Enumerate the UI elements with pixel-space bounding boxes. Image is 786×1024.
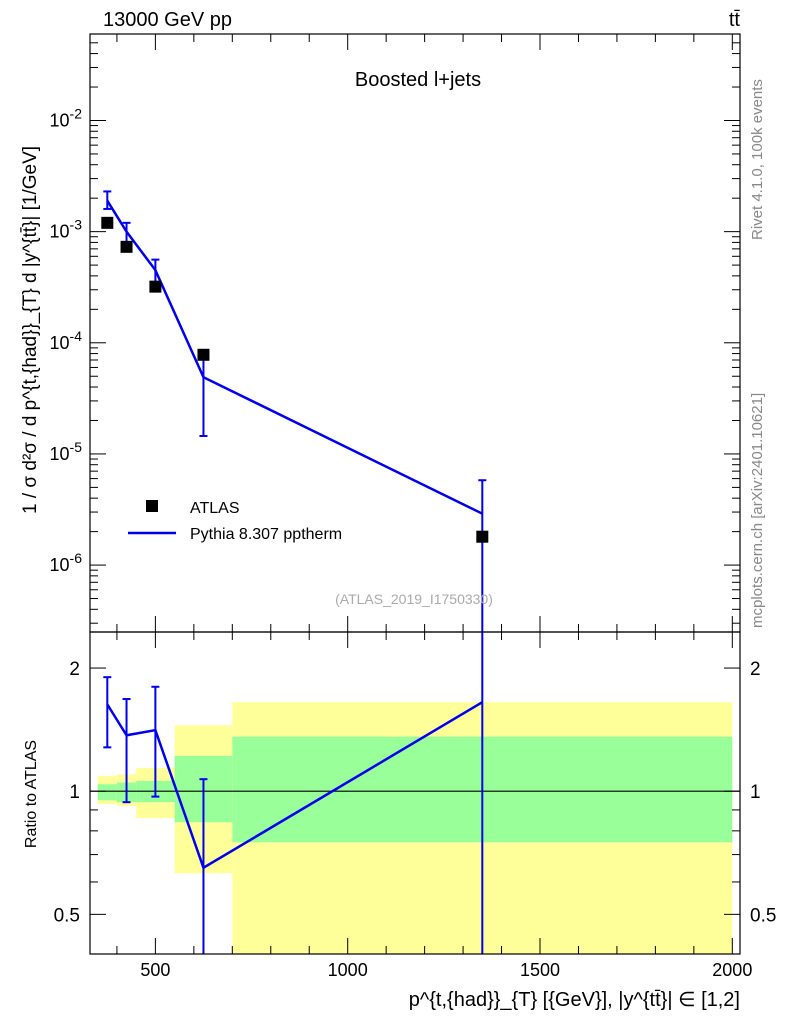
source-label: mcplots.cern.ch [arXiv:2401.10621] (749, 393, 766, 628)
main-y-tick-label: 10-3 (50, 217, 83, 242)
process-label: tt̄ (729, 9, 741, 31)
atlas-data-point (197, 348, 210, 361)
ratio-y-axis-label: Ratio to ATLAS (23, 740, 40, 848)
x-tick-labels: 500 1000 1500 2000 (140, 960, 752, 980)
main-y-tick-label: 10-6 (50, 550, 83, 575)
ratio-error-bars (103, 632, 484, 954)
mc-error-bars (103, 190, 487, 632)
ratio-y-tick-label-left: 1 (69, 782, 80, 803)
main-frame (89, 33, 741, 633)
x-tick-label: 1000 (328, 960, 368, 980)
main-panel: Boosted l+jets (ATLAS_2019_I1750330) 1 /… (20, 33, 741, 633)
main-y-tick-label: 10-4 (50, 328, 83, 353)
ratio-panel: Ratio to ATLAS p^{t,{had}}_{T} [{GeV}], … (23, 631, 777, 1011)
legend-label-mc: Pythia 8.307 pptherm (190, 526, 342, 543)
ratio-series-line (106, 701, 483, 870)
x-axis-label: p^{t,{had}}_{T} [{GeV}], |y^{tt̄}| ∈ [1,… (409, 989, 740, 1011)
main-y-axis-label: 1 / σ d²σ / d p^{t,{had}}_{T} d |y^{tt̄}… (20, 146, 41, 514)
atlas-data-point (149, 280, 162, 293)
ratio-y-tick-labels: 0.5 0.5 1 1 2 2 (54, 659, 777, 926)
main-y-tick-labels: 10-6 10-5 10-4 10-3 10-2 (50, 105, 83, 575)
atlas-data-point (120, 240, 133, 253)
legend-label-atlas: ATLAS (190, 500, 240, 517)
energy-label: 13000 GeV pp (103, 9, 232, 31)
chart-title: Boosted l+jets (355, 69, 481, 91)
main-y-tick-label: 10-5 (50, 439, 83, 464)
ratio-uncertainty-bands (97, 702, 733, 954)
ratio-axis-ticks (90, 632, 740, 955)
mc-series-line (106, 199, 483, 515)
atlas-data-point (101, 216, 114, 229)
legend-marker-atlas (146, 500, 158, 512)
main-y-tick-label: 10-2 (50, 105, 83, 130)
ratio-y-tick-label-left: 2 (69, 659, 80, 680)
ratio-y-tick-label-right: 2 (750, 659, 761, 680)
atlas-data-point (476, 530, 489, 543)
data-markers (101, 216, 489, 543)
main-axis-ticks (90, 33, 740, 632)
ratio-frame (89, 631, 741, 955)
x-tick-label: 2000 (712, 960, 752, 980)
ratio-y-tick-label-right: 0.5 (750, 905, 776, 926)
legend: ATLAS Pythia 8.307 pptherm (128, 500, 342, 543)
analysis-label: (ATLAS_2019_I1750330) (335, 591, 493, 607)
x-tick-label: 1500 (520, 960, 560, 980)
ratio-y-tick-label-left: 0.5 (54, 905, 80, 926)
ratio-y-tick-label-right: 1 (750, 782, 761, 803)
rivet-label: Rivet 4.1.0, 100k events (749, 79, 766, 240)
x-tick-label: 500 (140, 960, 170, 980)
stat-uncertainty-band (97, 784, 117, 801)
